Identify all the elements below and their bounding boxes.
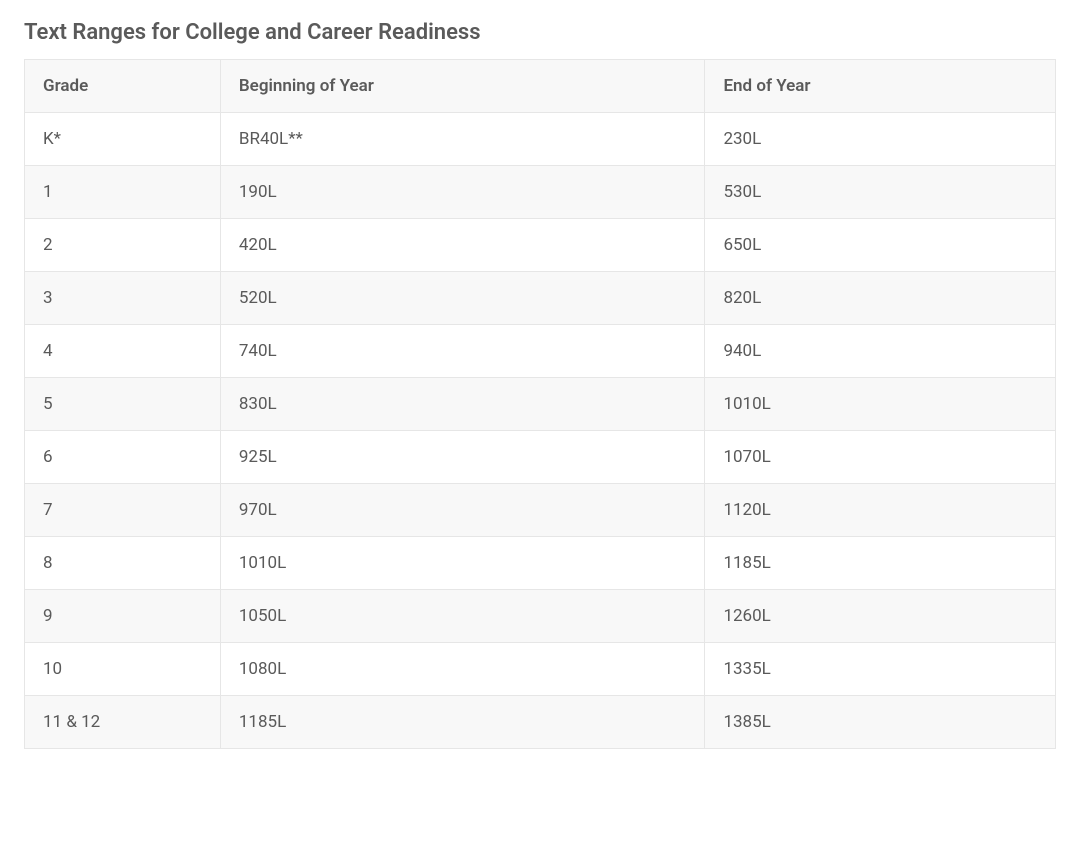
cell-grade: 6 xyxy=(25,431,221,484)
cell-beginning: 925L xyxy=(220,431,705,484)
table-row: 3 520L 820L xyxy=(25,272,1056,325)
cell-grade: 9 xyxy=(25,590,221,643)
cell-beginning: 520L xyxy=(220,272,705,325)
cell-end: 530L xyxy=(705,166,1056,219)
cell-beginning: 1010L xyxy=(220,537,705,590)
col-header-grade: Grade xyxy=(25,60,221,113)
page-title: Text Ranges for College and Career Readi… xyxy=(24,20,1056,45)
cell-grade: 11 & 12 xyxy=(25,696,221,749)
table-row: 4 740L 940L xyxy=(25,325,1056,378)
cell-end: 1385L xyxy=(705,696,1056,749)
cell-grade: 5 xyxy=(25,378,221,431)
cell-beginning: 1080L xyxy=(220,643,705,696)
table-row: 8 1010L 1185L xyxy=(25,537,1056,590)
cell-end: 1260L xyxy=(705,590,1056,643)
cell-beginning: 740L xyxy=(220,325,705,378)
cell-beginning: 970L xyxy=(220,484,705,537)
cell-beginning: 1050L xyxy=(220,590,705,643)
col-header-beginning: Beginning of Year xyxy=(220,60,705,113)
table-row: 2 420L 650L xyxy=(25,219,1056,272)
table-row: 7 970L 1120L xyxy=(25,484,1056,537)
cell-beginning: 1185L xyxy=(220,696,705,749)
cell-beginning: 420L xyxy=(220,219,705,272)
cell-grade: 2 xyxy=(25,219,221,272)
cell-end: 1010L xyxy=(705,378,1056,431)
cell-beginning: 830L xyxy=(220,378,705,431)
cell-end: 1070L xyxy=(705,431,1056,484)
table-row: 11 & 12 1185L 1385L xyxy=(25,696,1056,749)
table-header-row: Grade Beginning of Year End of Year xyxy=(25,60,1056,113)
cell-end: 230L xyxy=(705,113,1056,166)
cell-end: 940L xyxy=(705,325,1056,378)
cell-grade: 8 xyxy=(25,537,221,590)
cell-end: 1185L xyxy=(705,537,1056,590)
cell-beginning: 190L xyxy=(220,166,705,219)
cell-end: 650L xyxy=(705,219,1056,272)
table-row: 6 925L 1070L xyxy=(25,431,1056,484)
table-row: 1 190L 530L xyxy=(25,166,1056,219)
cell-end: 1120L xyxy=(705,484,1056,537)
readiness-table: Grade Beginning of Year End of Year K* B… xyxy=(24,59,1056,749)
cell-grade: 1 xyxy=(25,166,221,219)
cell-grade: K* xyxy=(25,113,221,166)
cell-grade: 10 xyxy=(25,643,221,696)
cell-grade: 3 xyxy=(25,272,221,325)
cell-beginning: BR40L** xyxy=(220,113,705,166)
cell-grade: 4 xyxy=(25,325,221,378)
cell-end: 1335L xyxy=(705,643,1056,696)
table-row: K* BR40L** 230L xyxy=(25,113,1056,166)
cell-end: 820L xyxy=(705,272,1056,325)
table-row: 5 830L 1010L xyxy=(25,378,1056,431)
col-header-end: End of Year xyxy=(705,60,1056,113)
table-row: 10 1080L 1335L xyxy=(25,643,1056,696)
cell-grade: 7 xyxy=(25,484,221,537)
table-row: 9 1050L 1260L xyxy=(25,590,1056,643)
